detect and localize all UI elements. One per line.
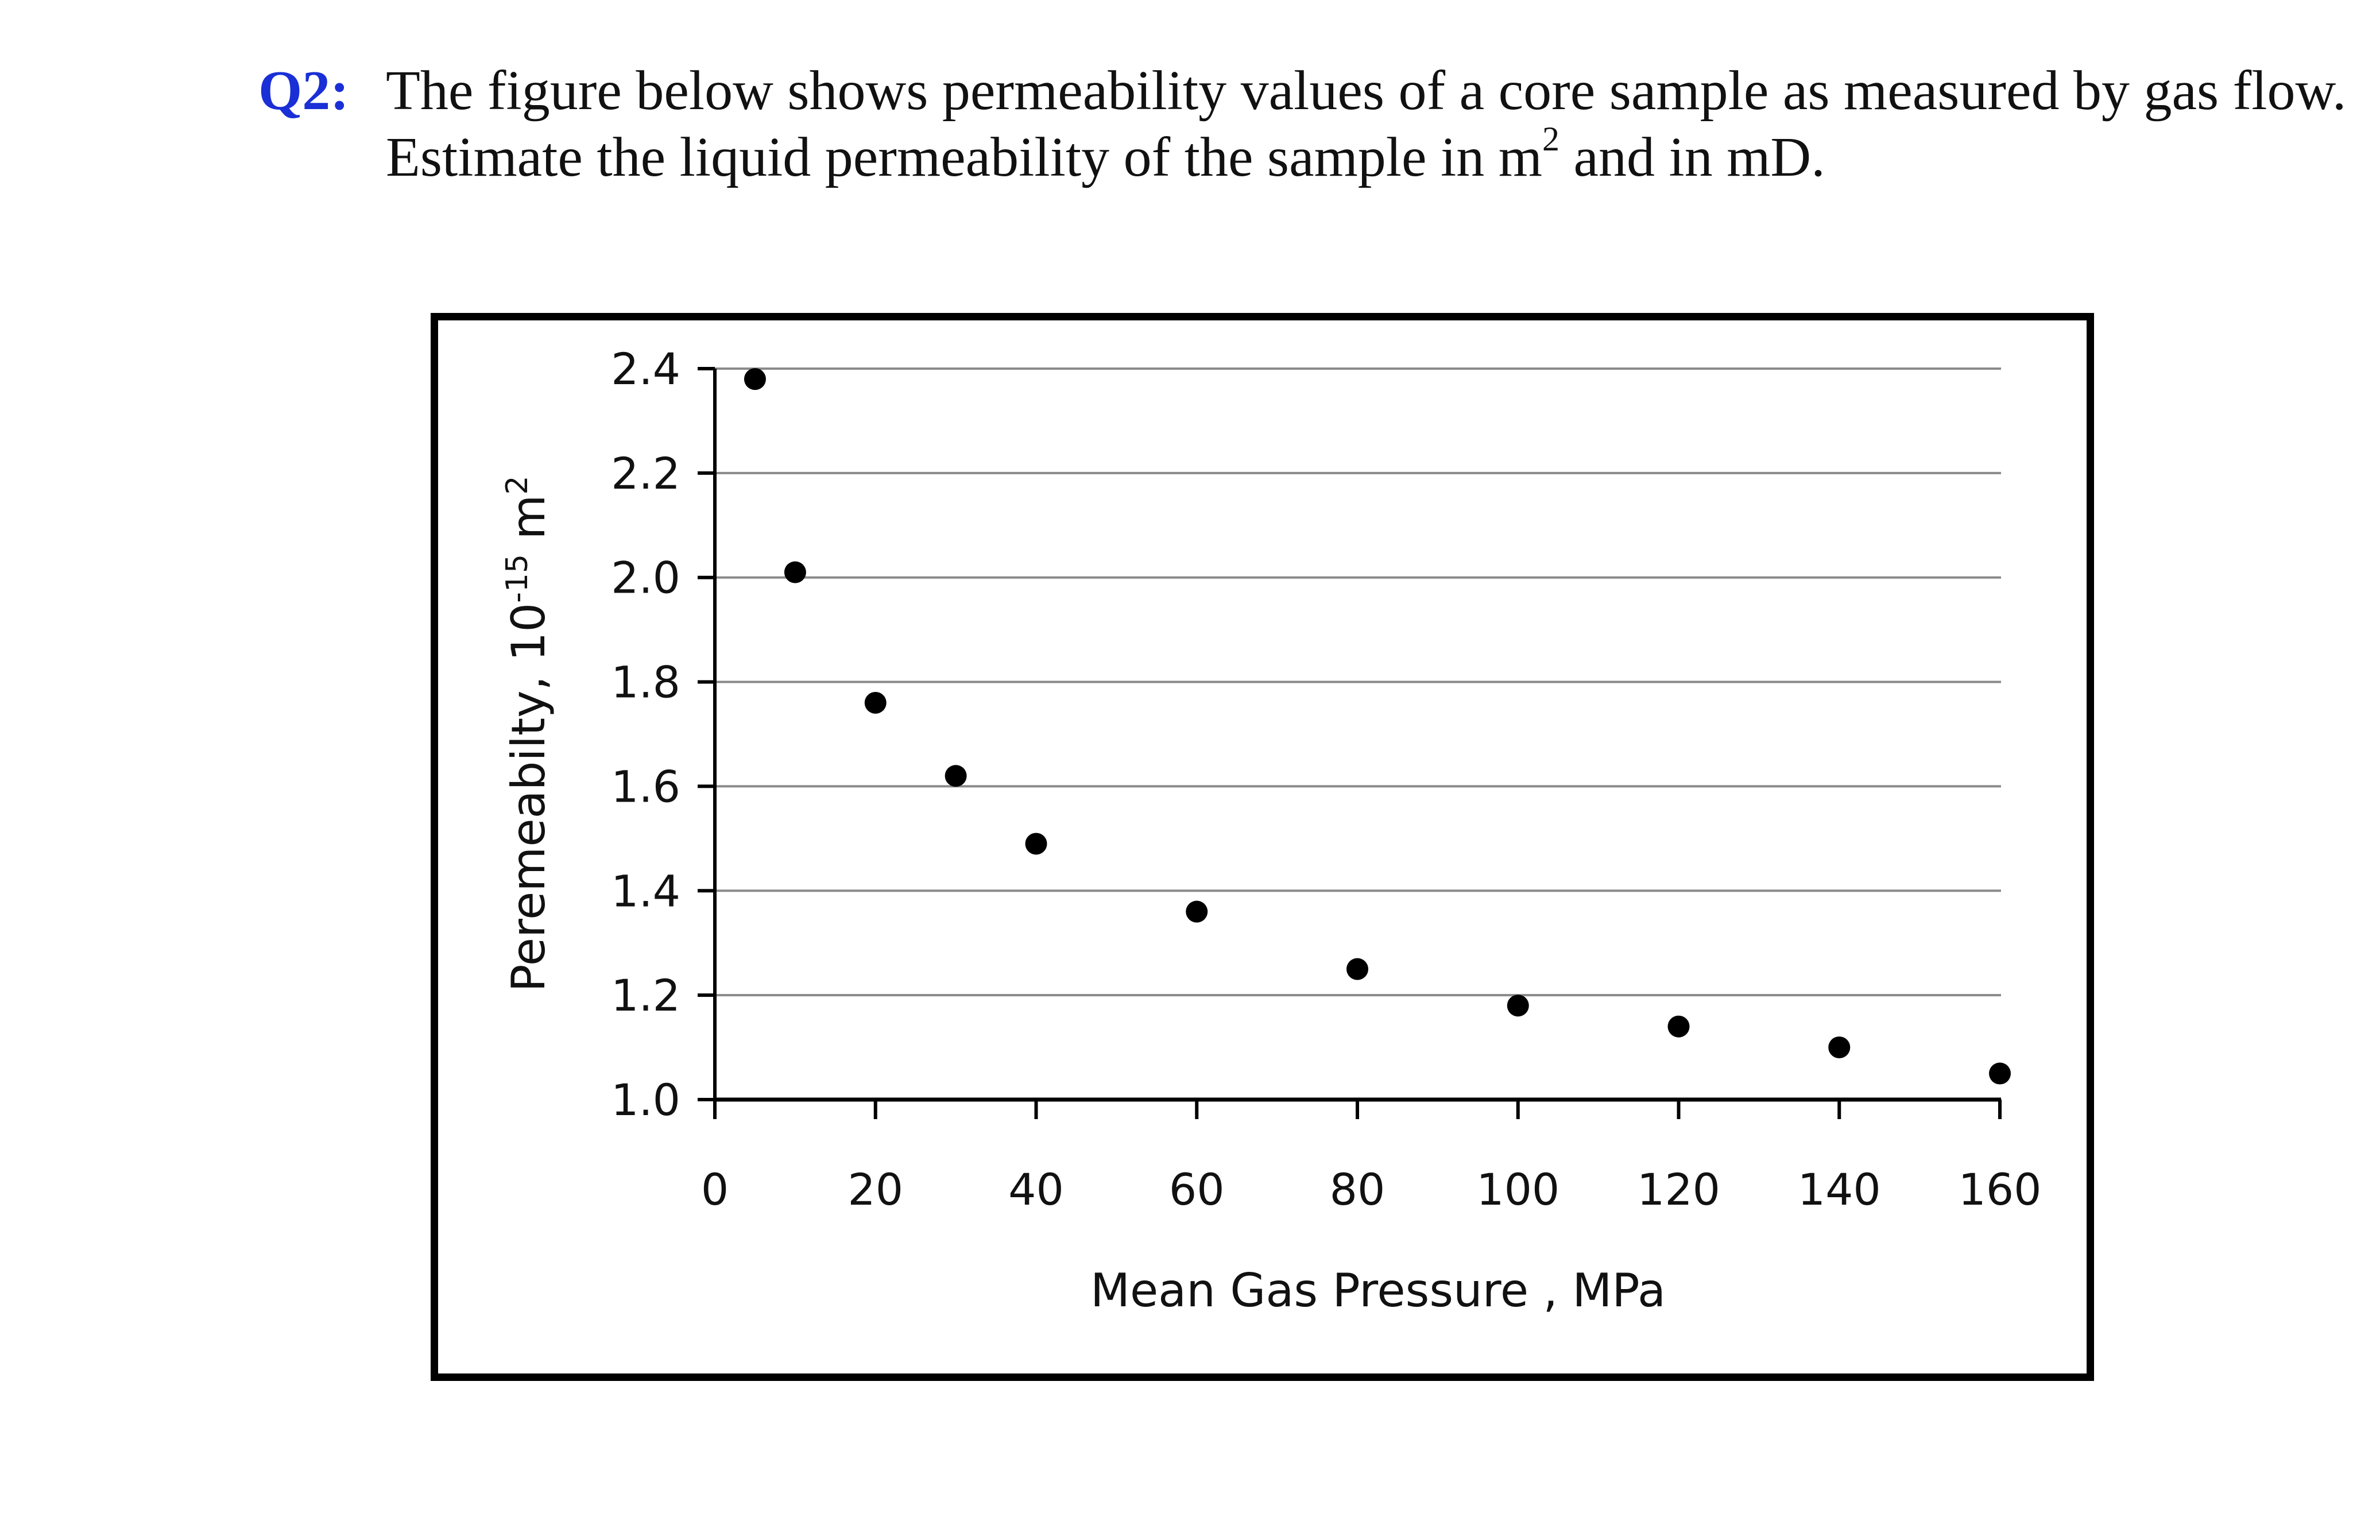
question-line-2-text: Estimate the liquid permeability of the … (386, 126, 1542, 188)
question-line-2-tail: and in mD. (1559, 126, 1825, 188)
question-superscript: 2 (1542, 120, 1559, 158)
question-label: Q2: (258, 60, 349, 122)
question-text: Q2: The figure below shows permeability v… (258, 57, 2354, 191)
question-line-1-text: The figure below shows permeability valu… (386, 60, 2347, 122)
chart-frame (431, 313, 2094, 1381)
question-line-1: Q2: The figure below shows permeability v… (258, 57, 2354, 124)
question-line-2: Estimate the liquid permeability of the … (258, 122, 2354, 191)
